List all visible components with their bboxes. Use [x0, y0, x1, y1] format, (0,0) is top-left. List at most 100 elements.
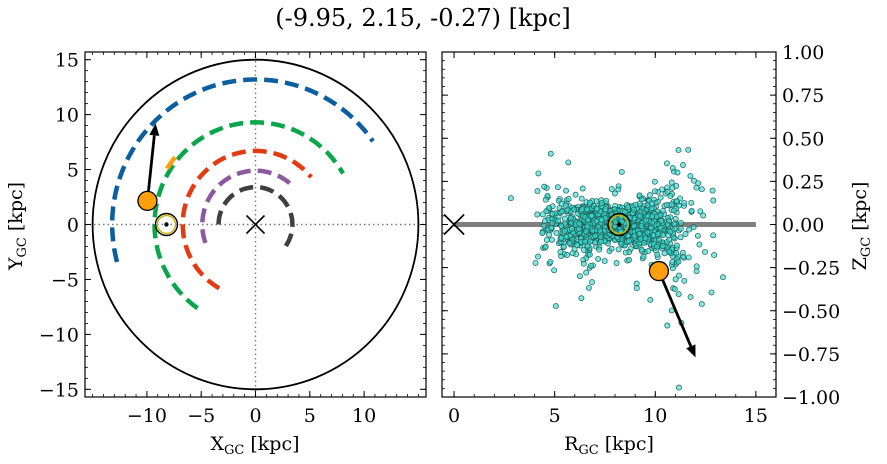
left-xlabel: XGC [kpc] — [210, 433, 299, 458]
orbit-point — [555, 217, 561, 224]
right-panel: 0 5 10 15 −1.00 −0.75 −0.50 −0.25 0.00 0.25 0.50 0.… — [441, 42, 874, 458]
orbit-point — [709, 187, 716, 194]
orbit-point — [559, 208, 566, 215]
orbit-point — [693, 184, 700, 191]
orbit-point — [631, 232, 638, 239]
orbit-point — [583, 228, 590, 235]
orbit-point — [534, 211, 541, 218]
orbit-point — [552, 303, 559, 310]
orbit-point — [576, 220, 583, 227]
right-axes-frame — [441, 51, 777, 398]
orbit-point — [542, 243, 549, 250]
orbit-point — [675, 384, 682, 391]
x-tick-label: 5 — [549, 405, 561, 427]
orbit-point — [578, 295, 585, 302]
orbit-point — [656, 237, 662, 243]
x-tick-label: 0 — [249, 405, 261, 427]
y-tick-label: 1.00 — [782, 42, 824, 64]
orbit-point — [601, 258, 608, 265]
left-panel: −10 −5 0 5 10 −15 −10 −5 0 5 10 15 XGC [kpc] YGC [k… — [5, 50, 427, 458]
left-axes-frame — [84, 51, 427, 398]
orbit-point — [532, 259, 539, 266]
orbit-point — [681, 200, 688, 207]
orbit-point — [640, 253, 647, 260]
orbit-point — [580, 260, 587, 267]
orbit-point — [681, 277, 688, 284]
orbit-point — [563, 187, 569, 194]
velocity-arrow-head — [686, 344, 696, 358]
y-tick-label: 15 — [55, 50, 79, 72]
orbit-point — [615, 186, 622, 193]
orbit-point — [659, 243, 666, 249]
orbit-point — [649, 213, 656, 220]
orbit-point — [598, 216, 605, 223]
orbit-point — [589, 227, 596, 234]
orbit-point — [584, 206, 591, 213]
orbit-point — [597, 234, 604, 241]
x-tick-label: 15 — [744, 405, 768, 427]
orbit-point — [688, 207, 695, 214]
orbit-point — [612, 219, 619, 226]
y-tick-label: −0.50 — [782, 301, 840, 323]
orbit-point — [567, 215, 574, 221]
spiral-arm-5 — [164, 152, 180, 170]
orbit-point — [586, 251, 593, 258]
orbit-point — [658, 217, 665, 224]
velocity-arrow-head — [149, 123, 160, 136]
orbit-point — [674, 169, 681, 176]
orbit-point — [647, 296, 654, 303]
orbit-point — [636, 230, 643, 237]
orbit-point — [693, 268, 700, 275]
y-tick-label: −0.75 — [782, 344, 840, 366]
orbit-point — [539, 230, 546, 236]
orbit-point — [668, 179, 675, 186]
x-tick-label: −5 — [187, 405, 215, 427]
orbit-point — [669, 184, 676, 191]
orbit-point — [594, 205, 601, 212]
orbit-point — [686, 226, 693, 233]
y-tick-label: 10 — [55, 105, 79, 127]
orbit-point — [697, 208, 704, 215]
orbit-point — [583, 269, 590, 276]
y-tick-label: −0.25 — [782, 258, 840, 280]
y-tick-label: 5 — [67, 160, 79, 182]
orbit-point — [663, 160, 670, 167]
left-ylabel: YGC [kpc] — [5, 182, 30, 271]
orbit-point — [687, 172, 694, 179]
orbit-point — [572, 191, 579, 198]
orbit-point — [671, 221, 678, 227]
orbit-point — [671, 207, 678, 214]
orbit-point — [551, 267, 558, 274]
orbit-point — [657, 224, 664, 231]
orbit-point — [651, 188, 658, 195]
orbit-point — [637, 236, 644, 243]
orbit-point — [659, 186, 666, 193]
orbit-point — [542, 196, 549, 203]
orbit-point — [546, 231, 552, 238]
y-tick-label: −1.00 — [782, 387, 840, 409]
orbit-point — [654, 231, 661, 238]
orbit-point — [565, 196, 572, 202]
orbit-point — [700, 212, 707, 219]
orbit-point — [630, 206, 637, 213]
orbit-point — [565, 159, 572, 166]
orbit-point — [549, 236, 555, 243]
orbit-point — [561, 228, 568, 235]
orbit-point — [631, 223, 638, 230]
orbit-point — [710, 197, 717, 204]
orbit-point — [625, 204, 632, 211]
velocity-arrow-shaft — [657, 270, 693, 347]
orbit-point — [541, 183, 548, 190]
orbit-point — [644, 229, 651, 236]
orbit-point — [602, 206, 609, 213]
spiral-arm-2 — [180, 148, 313, 291]
orbit-point — [588, 213, 595, 219]
orbit-point — [589, 279, 595, 286]
orbit-point — [698, 186, 705, 193]
sun-marker-dot — [164, 222, 169, 227]
orbit-point — [642, 217, 649, 224]
orbit-point — [642, 235, 649, 242]
orbit-point — [557, 249, 564, 255]
orbit-point — [595, 223, 602, 230]
orbit-point — [691, 177, 697, 184]
